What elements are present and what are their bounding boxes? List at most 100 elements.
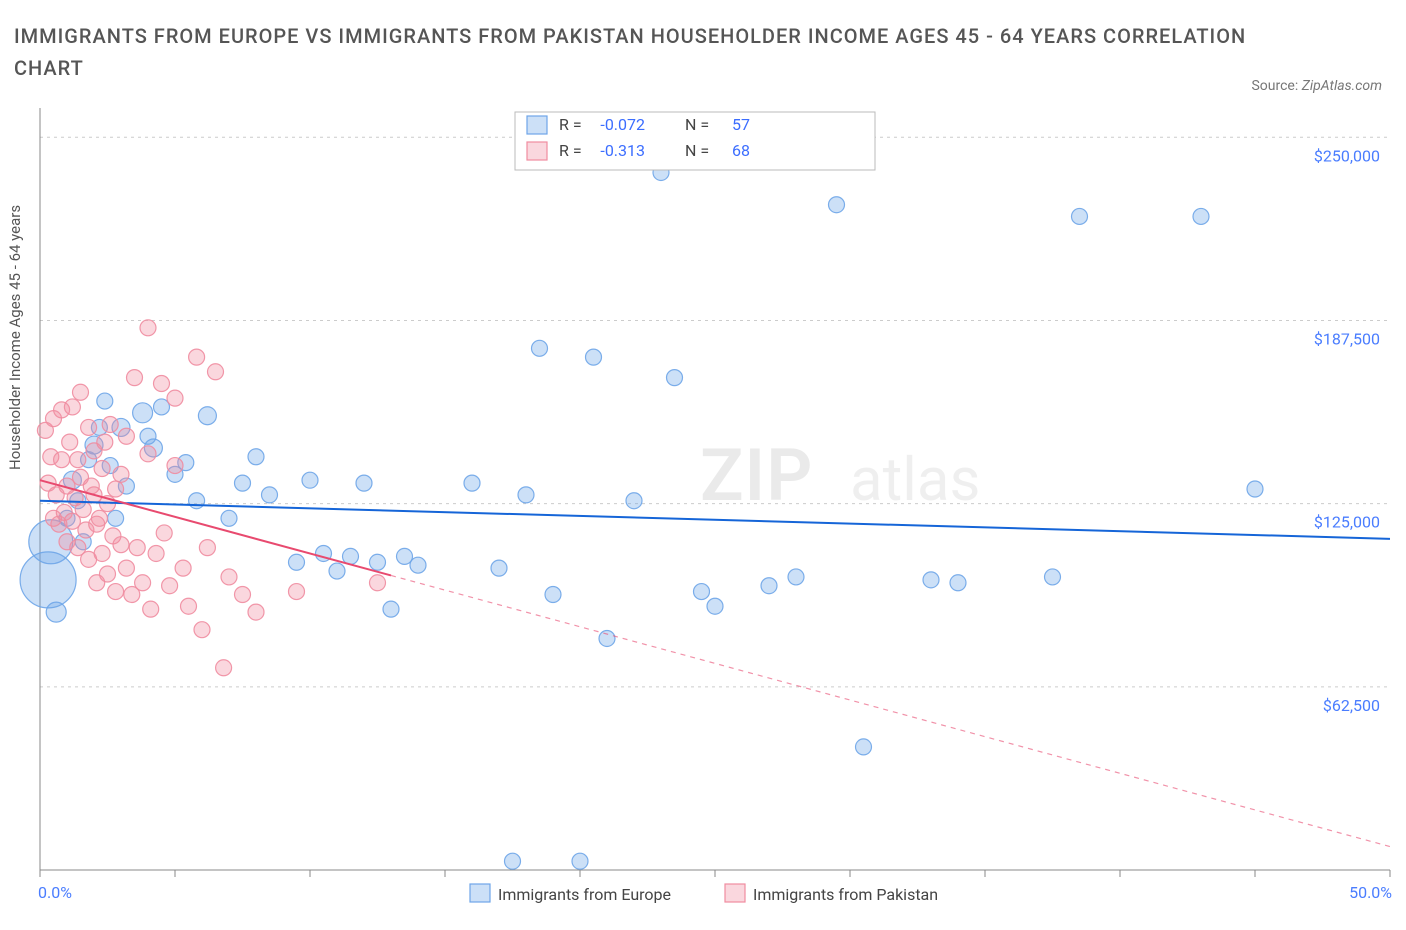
data-point-europe — [198, 407, 216, 425]
data-point-europe — [1045, 569, 1061, 585]
data-point-europe — [545, 587, 561, 603]
y-tick-label: $62,500 — [1323, 696, 1380, 715]
data-point-pakistan — [167, 458, 183, 474]
legend-swatch-europe — [527, 116, 547, 134]
legend-swatch-pakistan — [725, 884, 745, 902]
data-point-pakistan — [167, 390, 183, 406]
data-point-europe — [133, 403, 153, 423]
data-point-pakistan — [94, 545, 110, 561]
data-point-pakistan — [154, 375, 170, 391]
data-point-pakistan — [148, 545, 164, 561]
data-point-pakistan — [54, 452, 70, 468]
data-point-europe — [262, 487, 278, 503]
data-point-europe — [329, 563, 345, 579]
data-point-europe — [1072, 208, 1088, 224]
data-point-pakistan — [75, 502, 91, 518]
data-point-europe — [289, 554, 305, 570]
y-tick-label: $187,500 — [1314, 329, 1380, 348]
data-point-pakistan — [175, 560, 191, 576]
data-point-pakistan — [108, 481, 124, 497]
data-point-europe — [46, 602, 66, 622]
data-point-europe — [950, 575, 966, 591]
legend-label-europe: Immigrants from Europe — [498, 885, 671, 904]
legend-swatch-pakistan — [527, 142, 547, 160]
data-point-europe — [572, 853, 588, 869]
data-point-europe — [707, 598, 723, 614]
data-point-pakistan — [199, 540, 215, 556]
data-point-europe — [761, 578, 777, 594]
stats-label: N = — [685, 115, 709, 134]
stats-label: R = — [559, 141, 582, 160]
data-point-pakistan — [91, 510, 107, 526]
data-point-pakistan — [129, 540, 145, 556]
data-point-pakistan — [189, 349, 205, 365]
legend-swatch-europe — [470, 884, 490, 902]
watermark: atlas — [850, 444, 980, 515]
trend-line-pakistan-extrapolated — [391, 575, 1390, 846]
data-point-pakistan — [140, 446, 156, 462]
data-point-pakistan — [94, 460, 110, 476]
data-point-pakistan — [208, 364, 224, 380]
data-point-europe — [410, 557, 426, 573]
scatter-chart: $62,500$125,000$187,500$250,0000.0%50.0%… — [0, 0, 1406, 930]
data-point-pakistan — [370, 575, 386, 591]
data-point-europe — [235, 475, 251, 491]
data-point-pakistan — [64, 399, 80, 415]
stats-label: N = — [685, 141, 709, 160]
data-point-pakistan — [73, 384, 89, 400]
watermark: ZIP — [700, 433, 813, 518]
y-tick-label: $250,000 — [1314, 146, 1380, 165]
data-point-europe — [356, 475, 372, 491]
stats-n-europe: 57 — [732, 115, 750, 134]
data-point-europe — [221, 510, 237, 526]
data-point-europe — [248, 449, 264, 465]
data-point-europe — [189, 493, 205, 509]
data-point-pakistan — [62, 434, 78, 450]
data-point-europe — [302, 472, 318, 488]
stats-r-europe: -0.072 — [600, 115, 645, 134]
data-point-pakistan — [181, 598, 197, 614]
data-point-europe — [370, 554, 386, 570]
data-point-europe — [923, 572, 939, 588]
data-point-europe — [626, 493, 642, 509]
legend-label-pakistan: Immigrants from Pakistan — [753, 885, 938, 904]
data-point-europe — [491, 560, 507, 576]
data-point-pakistan — [108, 584, 124, 600]
data-point-pakistan — [140, 320, 156, 336]
data-point-europe — [694, 584, 710, 600]
stats-r-pakistan: -0.313 — [600, 141, 645, 160]
stats-label: R = — [559, 115, 582, 134]
y-tick-label: $125,000 — [1314, 513, 1380, 532]
data-point-pakistan — [194, 622, 210, 638]
data-point-pakistan — [248, 604, 264, 620]
data-point-europe — [667, 370, 683, 386]
data-point-pakistan — [113, 466, 129, 482]
stats-n-pakistan: 68 — [732, 141, 750, 160]
data-point-pakistan — [216, 660, 232, 676]
data-point-europe — [829, 197, 845, 213]
x-tick-label: 50.0% — [1349, 883, 1392, 902]
data-point-pakistan — [162, 578, 178, 594]
data-point-pakistan — [156, 525, 172, 541]
data-point-pakistan — [70, 452, 86, 468]
data-point-europe — [856, 739, 872, 755]
data-point-europe — [383, 601, 399, 617]
data-point-europe — [464, 475, 480, 491]
data-point-pakistan — [102, 417, 118, 433]
data-point-pakistan — [113, 537, 129, 553]
data-point-europe — [518, 487, 534, 503]
data-point-pakistan — [221, 569, 237, 585]
data-point-europe — [586, 349, 602, 365]
data-point-europe — [505, 853, 521, 869]
data-point-pakistan — [118, 560, 134, 576]
data-point-europe — [97, 393, 113, 409]
data-point-pakistan — [135, 575, 151, 591]
data-point-europe — [788, 569, 804, 585]
data-point-pakistan — [97, 434, 113, 450]
data-point-pakistan — [81, 419, 97, 435]
data-point-pakistan — [289, 584, 305, 600]
data-point-europe — [108, 510, 124, 526]
data-point-europe — [1193, 208, 1209, 224]
data-point-pakistan — [235, 587, 251, 603]
data-point-europe — [532, 340, 548, 356]
